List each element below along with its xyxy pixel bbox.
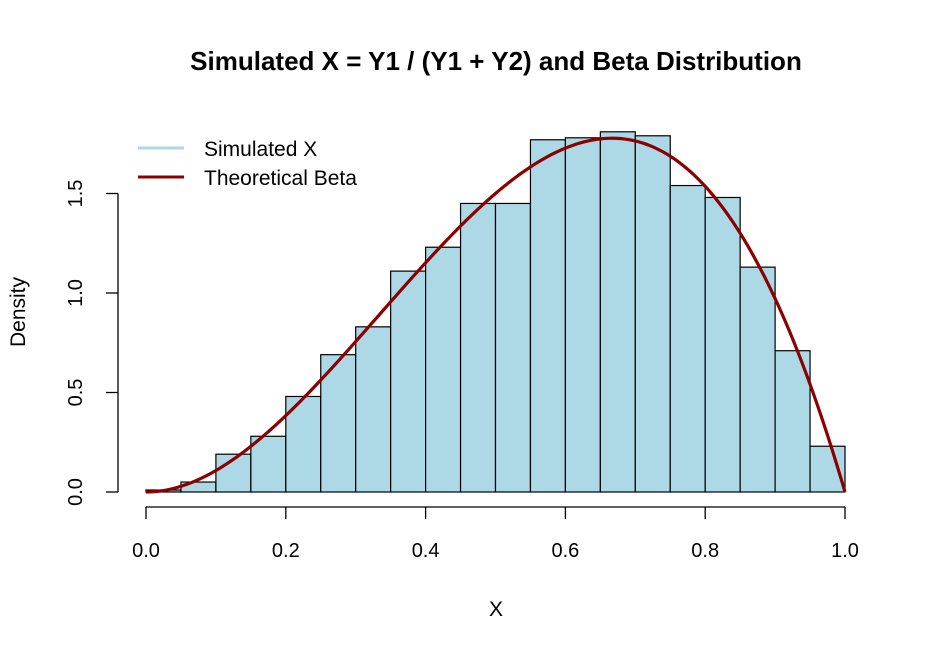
legend-label-beta: Theoretical Beta [204,167,357,190]
histogram-bar [774,350,811,493]
x-tick-label: 0.0 [132,540,160,562]
x-tick-label: 0.6 [551,540,579,562]
y-tick-label: 0.5 [65,379,87,407]
x-tick-label: 0.2 [272,540,300,562]
y-tick-label: 0.0 [65,478,87,506]
histogram-bar [355,326,392,493]
histogram-bar [669,184,706,493]
x-tick-label: 1.0 [831,540,859,562]
histogram-bar [250,435,287,493]
histogram-bars [145,131,846,493]
histogram-bar [285,395,322,493]
histogram-bar [390,270,427,493]
x-axis: 0.0 0.2 0.4 0.6 0.8 1.0 [132,506,859,562]
y-axis: 0.0 0.5 1.0 1.5 [65,180,119,506]
theoretical-beta-curve [145,136,847,494]
x-axis-label: X [489,598,503,621]
y-tick-label: 1.5 [65,180,87,208]
histogram-bar [459,202,497,493]
histogram-bar [494,202,532,493]
chart-title: Simulated X = Y1 / (Y1 + Y2) and Beta Di… [190,46,802,76]
x-tick-label: 0.8 [691,540,719,562]
histogram-bar [634,135,671,493]
histogram-bar [425,246,462,493]
histogram-bar [320,354,357,493]
histogram-bar [739,266,776,493]
legend: Simulated X Theoretical Beta [138,138,357,190]
histogram-bar [529,139,567,493]
y-tick-label: 1.0 [65,279,87,307]
y-axis-label: Density [7,276,30,347]
histogram-bar [599,131,636,493]
histogram-bar [564,137,601,493]
x-tick-label: 0.4 [412,540,440,562]
histogram-bar [704,196,741,493]
legend-label-simulated: Simulated X [204,138,317,161]
